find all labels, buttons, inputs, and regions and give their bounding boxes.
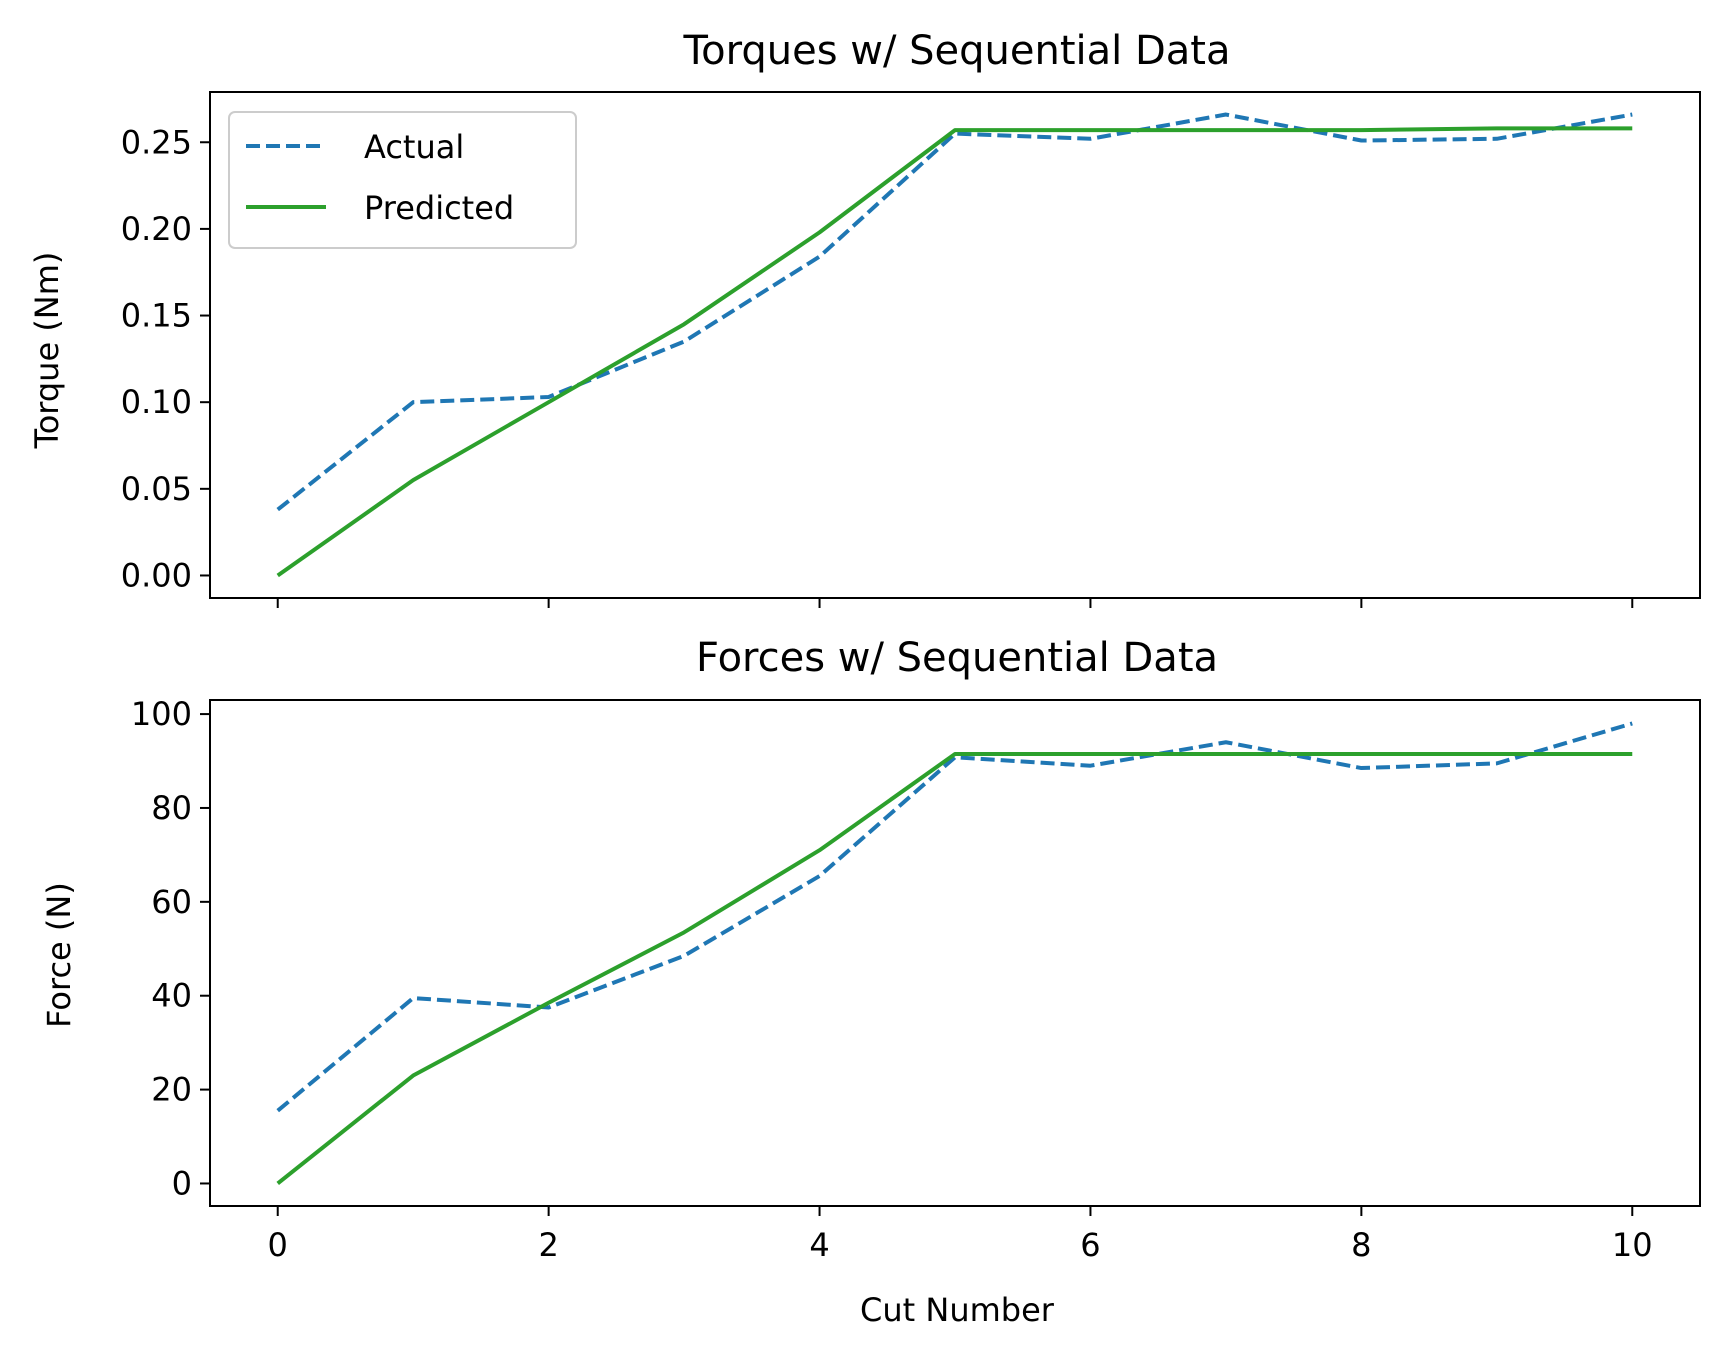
force-series-predicted-line [276,751,1633,1186]
force-series-lines [276,721,1633,1186]
torque-y-tick-label: 0.10 [121,383,192,421]
legend-actual-label: Actual [364,128,464,166]
torque-y-tick-label: 0.20 [121,210,192,248]
force-x-tick-label: 4 [809,1226,829,1264]
x-axis-label: Cut Number [860,1291,1055,1329]
torque-y-axis-label: Torque (Nm) [28,252,66,450]
force-x-tick-label: 8 [1351,1226,1371,1264]
force-y-ticks: 0 20 40 60 80 100 [131,695,210,1202]
torque-y-ticks: 0.00 0.05 0.10 0.15 0.20 0.25 [121,123,210,594]
torque-subplot: Torques w/ Sequential Data Torque (Nm) 0… [28,28,1701,608]
force-series-actual-line [276,721,1633,1113]
force-chart-title: Forces w/ Sequential Data [696,635,1218,681]
legend: Actual Predicted [228,111,577,249]
torque-y-tick-label: 0.15 [121,297,192,335]
force-subplot: Forces w/ Sequential Data Force (N) Cut … [40,635,1701,1329]
force-x-tick-label: 2 [538,1226,558,1264]
torque-y-tick-label: 0.05 [121,470,192,508]
torque-plot-frame [209,91,1701,599]
force-y-tick-label: 40 [151,977,192,1015]
force-x-ticks: 0 2 4 6 8 10 [268,1206,1653,1264]
torque-series-actual-line [276,112,1633,512]
torque-chart-title: Torques w/ Sequential Data [682,28,1230,74]
force-y-tick-label: 60 [151,883,192,921]
force-x-tick-label: 10 [1612,1226,1653,1264]
force-x-tick-label: 0 [268,1226,288,1264]
force-plot-frame [209,699,1701,1207]
force-y-tick-label: 100 [131,695,192,733]
force-y-tick-label: 20 [151,1071,192,1109]
torque-series-predicted-line [276,126,1633,578]
torque-y-tick-label: 0.25 [121,123,192,161]
force-x-tick-label: 6 [1080,1226,1100,1264]
legend-predicted-label: Predicted [364,189,514,227]
force-y-axis-label: Force (N) [40,882,78,1028]
torque-series-lines [276,112,1633,578]
torque-y-tick-label: 0.00 [121,556,192,594]
force-y-tick-label: 0 [172,1164,192,1202]
torque-x-ticks [276,598,1634,608]
force-y-tick-label: 80 [151,789,192,827]
